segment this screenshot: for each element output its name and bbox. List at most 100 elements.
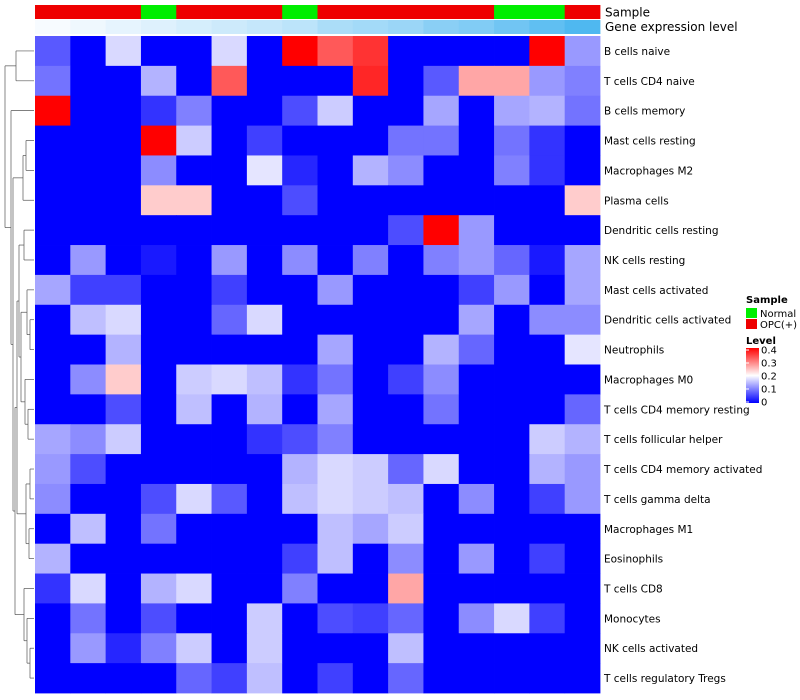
heatmap-cell xyxy=(352,543,389,574)
heatmap-cell xyxy=(494,65,530,97)
heatmap-cell xyxy=(423,155,460,186)
heatmap-cell xyxy=(282,543,318,574)
heatmap-cell xyxy=(140,95,177,126)
heatmap-cell xyxy=(105,95,142,126)
heatmap-cell xyxy=(388,513,424,545)
level-tick-label: 0.2 xyxy=(761,372,777,383)
heatmap-cell xyxy=(176,95,212,126)
sample-legend-title: Sample xyxy=(746,295,788,306)
heatmap-cell xyxy=(140,513,177,545)
heatmap-cell xyxy=(529,215,566,246)
heatmap-cell xyxy=(529,543,566,574)
heatmap-cell xyxy=(317,633,354,664)
heatmap-cell xyxy=(494,36,530,67)
heatmap-cell xyxy=(458,304,495,336)
heatmap-cell xyxy=(246,95,283,126)
heatmap-cell xyxy=(282,65,318,97)
heatmap-cell xyxy=(564,304,601,336)
heatmap-cell xyxy=(529,95,566,126)
heatmap-cell xyxy=(176,155,212,186)
heatmap-cell xyxy=(35,125,71,156)
heatmap-cell xyxy=(140,304,177,336)
heatmap-cell xyxy=(140,245,177,276)
heatmap-cell xyxy=(105,364,142,395)
row-dendrogram xyxy=(4,50,34,679)
heatmap-cell xyxy=(211,304,248,336)
heatmap-cell xyxy=(423,185,460,216)
heatmap-cell xyxy=(529,454,566,485)
heatmap-cell xyxy=(388,215,424,246)
heatmap-cell xyxy=(352,364,389,395)
level-tick-label: 0 xyxy=(761,398,767,409)
heatmap-cell xyxy=(529,155,566,186)
heatmap-cell xyxy=(246,36,283,67)
heatmap-cell xyxy=(352,334,389,365)
heatmap-cell xyxy=(317,334,354,365)
heatmap-cell xyxy=(70,573,107,604)
heatmap-cell xyxy=(35,185,71,216)
heatmap-cell xyxy=(70,663,107,694)
heatmap-cell xyxy=(352,633,389,664)
heatmap-cell xyxy=(529,394,566,425)
heatmap-cell xyxy=(388,334,424,365)
heatmap-cell xyxy=(494,334,530,365)
heatmap-cell xyxy=(494,364,530,395)
heatmap-cell xyxy=(70,633,107,664)
heatmap-cell xyxy=(458,513,495,545)
heatmap-cell xyxy=(140,573,177,604)
heatmap-cell xyxy=(352,65,389,97)
row-label: NK cells resting xyxy=(604,255,685,267)
heatmap-cell xyxy=(352,663,389,694)
heatmap-cell xyxy=(494,95,530,126)
sample-annotation-cell xyxy=(105,5,142,19)
heatmap-cell xyxy=(70,513,107,545)
heatmap-cell xyxy=(176,334,212,365)
heatmap-cell xyxy=(140,633,177,664)
heatmap-cell xyxy=(317,663,354,694)
heatmap-cell xyxy=(458,603,495,634)
heatmap-cell xyxy=(246,334,283,365)
heatmap-cell xyxy=(246,274,283,306)
heatmap-cell xyxy=(458,125,495,156)
heatmap-cell xyxy=(388,394,424,425)
heatmap-cell xyxy=(176,633,212,664)
sample-annotation-cell xyxy=(176,5,212,19)
sample-legend: Sample Normal OPC(+) xyxy=(746,295,797,331)
row-label: Macrophages M0 xyxy=(604,374,693,386)
heatmap-cell xyxy=(317,95,354,126)
heatmap-cell xyxy=(70,155,107,186)
heatmap-cell xyxy=(564,603,601,634)
heatmap-cell xyxy=(494,483,530,515)
heatmap-cell xyxy=(70,454,107,485)
heatmap-cell xyxy=(423,633,460,664)
sample-annotation-cell xyxy=(211,5,248,19)
heatmap-cell xyxy=(35,573,71,604)
heatmap-cell xyxy=(105,483,142,515)
heatmap-cell xyxy=(70,304,107,336)
gene-expression-annotation-bar xyxy=(35,20,601,34)
heatmap-cell xyxy=(35,36,71,67)
legend-swatch-opc xyxy=(746,319,757,329)
heatmap-cell xyxy=(140,663,177,694)
heatmap-cell xyxy=(211,334,248,365)
heatmap-cell xyxy=(105,543,142,574)
heatmap-cell xyxy=(458,483,495,515)
heatmap-cell xyxy=(140,394,177,425)
heatmap-cell xyxy=(423,334,460,365)
heatmap-cell xyxy=(246,543,283,574)
row-label: B cells memory xyxy=(604,106,685,118)
row-label: Macrophages M1 xyxy=(604,524,693,536)
heatmap-cell xyxy=(494,543,530,574)
heatmap-cell xyxy=(494,603,530,634)
heatmap-cell xyxy=(176,185,212,216)
heatmap-cell xyxy=(317,245,354,276)
sample-annotation-cell xyxy=(458,5,495,19)
level-tick-label: 0.1 xyxy=(761,385,777,396)
heatmap-cell xyxy=(494,663,530,694)
heatmap-cell xyxy=(35,274,71,306)
heatmap-cell xyxy=(70,334,107,365)
heatmap-cell xyxy=(211,215,248,246)
heatmap-cell xyxy=(388,36,424,67)
heatmap-cell xyxy=(35,364,71,395)
sample-annotation-cell xyxy=(494,5,530,19)
